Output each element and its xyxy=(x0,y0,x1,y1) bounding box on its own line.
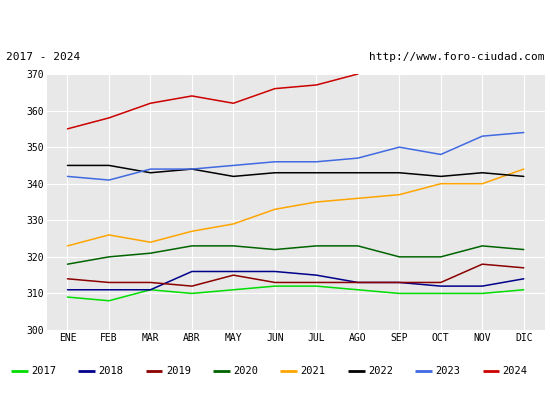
Text: Evolucion num de emigrantes en Cehegín: Evolucion num de emigrantes en Cehegín xyxy=(116,14,434,28)
Text: 2023: 2023 xyxy=(436,366,460,376)
Text: 2017 - 2024: 2017 - 2024 xyxy=(6,52,80,62)
Text: 2022: 2022 xyxy=(368,366,393,376)
Text: 2018: 2018 xyxy=(98,366,124,376)
Text: 2017: 2017 xyxy=(31,366,56,376)
Text: 2020: 2020 xyxy=(233,366,258,376)
Text: 2021: 2021 xyxy=(301,366,326,376)
Text: 2024: 2024 xyxy=(503,366,528,376)
Text: http://www.foro-ciudad.com: http://www.foro-ciudad.com xyxy=(369,52,544,62)
Text: 2019: 2019 xyxy=(166,366,191,376)
